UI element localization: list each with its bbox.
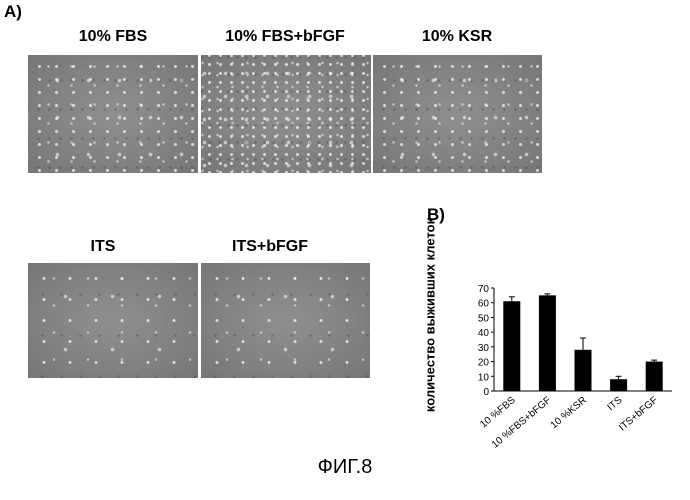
y-tick-label: 10 bbox=[478, 372, 490, 383]
x-category-label: ITS bbox=[606, 395, 625, 414]
bar bbox=[646, 362, 663, 391]
x-category-label: 10 %KSR bbox=[549, 395, 589, 431]
y-tick-label: 20 bbox=[478, 358, 490, 369]
y-tick-label: 0 bbox=[483, 387, 489, 398]
x-category-label: ITS+bFGF bbox=[617, 395, 660, 434]
y-tick-label: 60 bbox=[478, 299, 490, 310]
y-tick-label: 50 bbox=[478, 313, 490, 324]
bar bbox=[539, 295, 556, 391]
figure-caption: ФИГ.8 bbox=[295, 456, 395, 479]
y-tick-label: 40 bbox=[478, 328, 490, 339]
bar bbox=[575, 350, 592, 391]
bar bbox=[503, 301, 520, 391]
y-tick-label: 70 bbox=[478, 284, 490, 295]
y-tick-label: 30 bbox=[478, 343, 490, 354]
bar bbox=[610, 379, 627, 391]
